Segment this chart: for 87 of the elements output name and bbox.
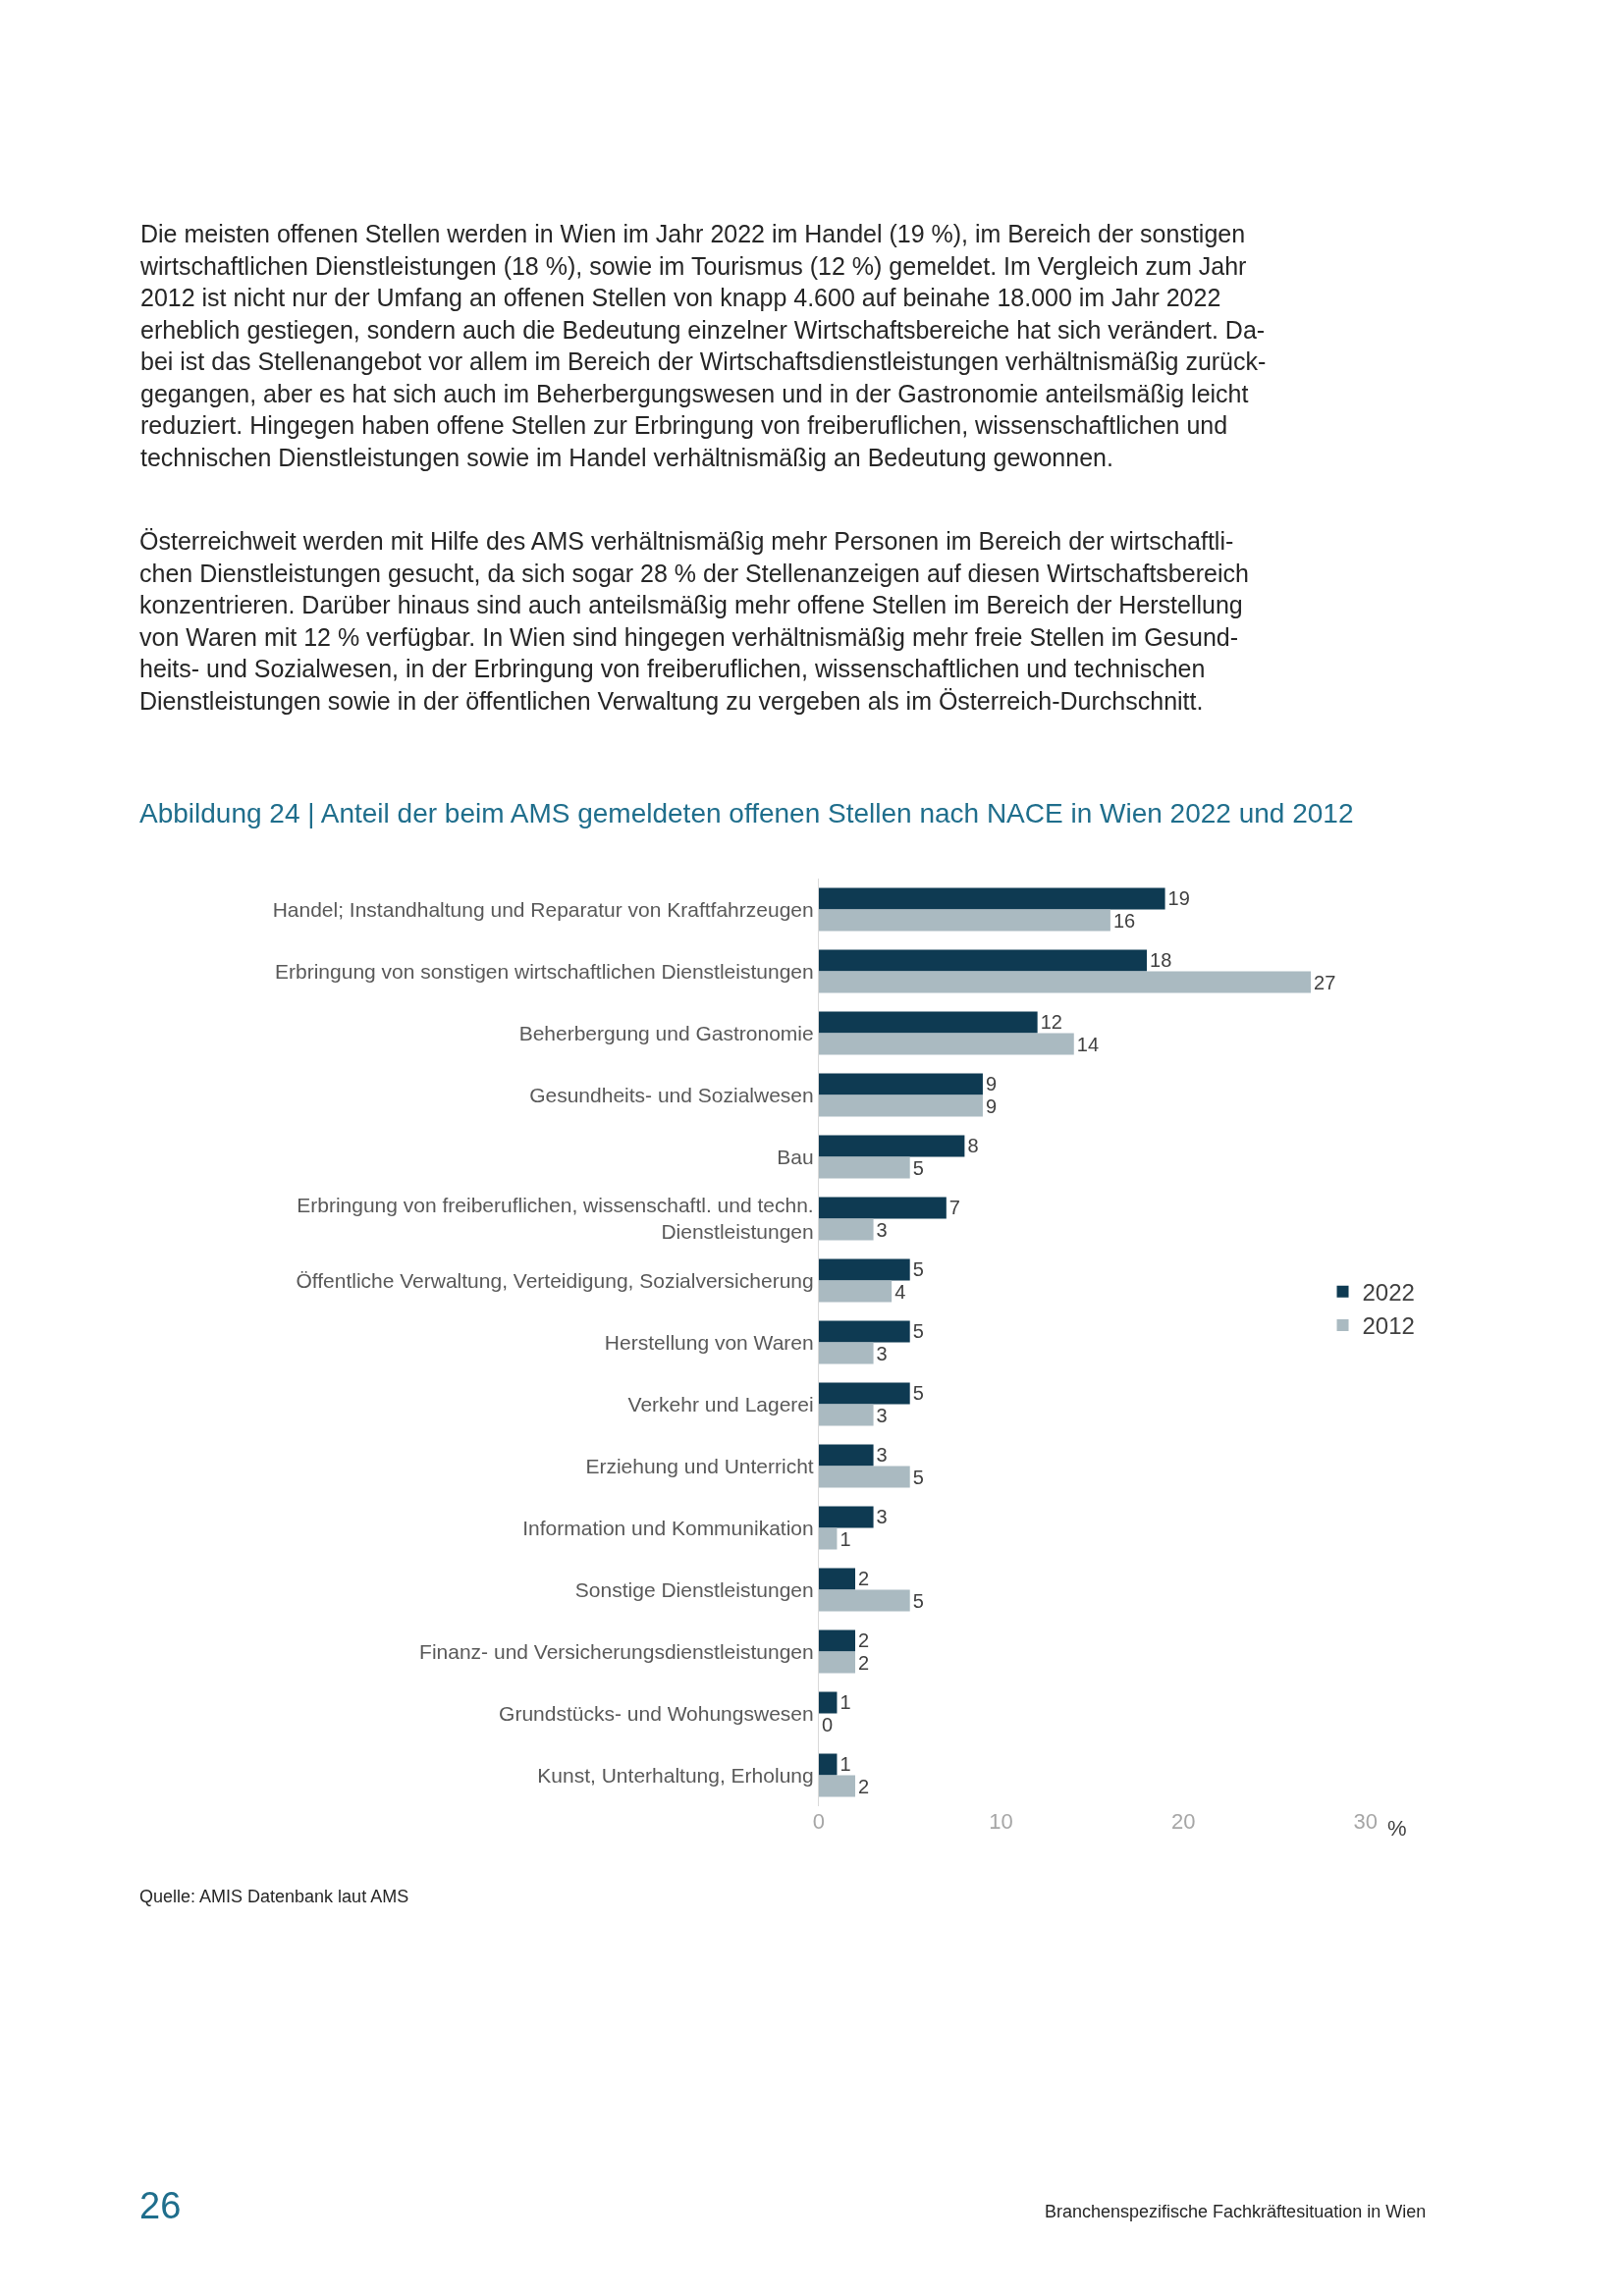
bar [818,887,1165,910]
bar [818,1691,838,1714]
y-tick-label: Grundstücks- und Wohungswesen [499,1701,814,1725]
x-tick-label: 20 [1170,1809,1196,1834]
text: Die meisten offenen Stellen werden in Wien im Jahr 2022 im Handel (19 %), im Bereich der sonstigen wirtschaftlichen Dienstleistungen (18 %), sowie im Tourismus (12 %) gemeldet. Im Vergleich zum Jahr 2012 ist nicht nur der Umfang an offenen Stellen von knapp 4.600 auf beinahe 18.000 im Jahr 2022 erheblich gestiegen, sondern auch die Bedeutung einzelner Wirtschaftsbereiche hat sich verändert. Da- bei ist das Stellenangebot vor allem im Bereich der Wirtschaftsdienstleistungen verhältnismäßig zurück- gegangen, aber es hat sich auch im Beherbergungswesen und in der Gastronomie anteilsmäßig leicht reduziert. Hingegen haben offene Stellen zur Erbringung von freiberuflichen, wissenschaftlichen und technischen Dienstleistungen sowie im Handel verhältnismäßig an Bedeutung gewonnen. [139,220,1267,471]
bar [818,1033,1074,1055]
data-label: 5 [912,1589,924,1612]
y-tick-label: Finanz- und Versicherungsdienstleistungen [419,1639,814,1663]
data-label: 18 [1150,949,1172,972]
bar [818,1527,838,1550]
bar [818,1073,983,1095]
data-label: 27 [1314,971,1336,993]
data-label: 3 [876,1342,888,1364]
data-label: 5 [912,1320,924,1343]
x-axis-title: % [1387,1816,1407,1841]
bar [818,1156,910,1179]
bar [818,1011,1038,1034]
legend-label: 2012 [1362,1312,1415,1340]
bar [818,1589,910,1612]
data-label: 4 [894,1280,906,1303]
data-label: 3 [876,1506,888,1528]
data-label: 2 [858,1775,870,1797]
bar [818,1404,874,1426]
y-tick-label: Verkehr und Lagerei [627,1392,814,1415]
y-tick-label: Handel; Instandhaltung und Reparatur von Kraftfahrzeugen [272,897,814,921]
chart-title: Abbildung 24 | Anteil der beim AMS gemeldeten offenen Stellen nach NACE in Wien 2022 und 2012 [139,798,1354,828]
y-tick-label: Information und Kommunikation [522,1516,814,1539]
legend-label: 2022 [1362,1279,1415,1307]
bar [818,909,1110,932]
bar [818,1218,874,1241]
data-label: 1 [839,1753,851,1776]
bar [818,1320,910,1343]
data-label: 3 [876,1218,888,1241]
y-tick-label: Erbringung von freiberuflichen, wissenschaftl. und techn. Dienstleistungen [297,1194,814,1244]
bar [818,1444,874,1467]
data-label: 2 [858,1629,870,1652]
data-label: 5 [912,1466,924,1488]
y-tick-label: Kunst, Unterhaltung, Erholung [537,1763,814,1787]
data-label: 2 [858,1651,870,1674]
y-tick-label: Herstellung von Waren [604,1330,814,1354]
bar [818,1651,856,1674]
x-tick-label: 30 [1353,1809,1378,1834]
bar [818,1466,910,1488]
data-label: 5 [912,1382,924,1405]
bar [818,1629,856,1652]
data-label: 9 [985,1095,998,1117]
y-tick-label: Öffentliche Verwaltung, Verteidigung, Sozialversicherung [296,1268,814,1292]
data-label: 1 [839,1691,851,1714]
data-label: 5 [912,1258,924,1281]
y-tick-label: Gesundheits- und Sozialwesen [529,1083,814,1106]
text: Branchenspezifische Fachkräftesituation in Wien [1045,2202,1427,2221]
data-label: 3 [876,1404,888,1426]
bar [818,949,1148,972]
x-tick-label: 10 [989,1809,1013,1834]
bar [818,1506,874,1528]
y-tick-label: Erbringung von sonstigen wirtschaftlichen Dienstleistungen [275,959,814,983]
x-tick-label: 0 [812,1809,826,1834]
y-tick-label: Beherbergung und Gastronomie [518,1021,814,1044]
bar [818,1342,874,1364]
data-label: 2 [858,1568,870,1590]
bar [818,1258,910,1281]
data-label: 3 [876,1444,888,1467]
bar [818,1135,965,1157]
data-label: 1 [839,1527,851,1550]
text: 26 [139,2185,182,2226]
bar [818,1382,910,1405]
bar [818,971,1312,993]
y-tick-label: Bau [777,1145,814,1168]
bar [818,1753,838,1776]
data-label: 9 [985,1073,998,1095]
bar [818,1568,856,1590]
bar [818,1197,947,1219]
bar [818,1095,983,1117]
y-tick-label: Erziehung und Unterricht [585,1454,814,1477]
source-note: Quelle: AMIS Datenbank laut AMS [139,1887,409,1906]
data-label: 16 [1112,909,1136,932]
data-label: 0 [821,1713,834,1735]
bar [818,1280,893,1303]
data-label: 7 [948,1197,960,1219]
data-label: 12 [1040,1011,1062,1034]
data-label: 8 [967,1135,979,1157]
y-tick-label: Sonstige Dienstleistungen [574,1577,814,1601]
text: Österreichweit werden mit Hilfe des AMS verhältnismäßig mehr Personen im Bereich der wirtschaftli- chen Dienstleistungen gesucht, da sich sogar 28 % der Stellenanzeigen auf diesen Wirtschaftsbereich konzentrieren. Darüber hinaus sind auch anteilsmäßig mehr offene Stellen im Bereich der Herstellung von Waren mit 12 % verfügbar. In Wien sind hingegen verhältnismäßig mehr freie Stellen im Gesund- heits- und Sozialwesen, in der Erbringung von freiberuflichen, wissenschaftlichen und technischen Dienstleistungen sowie in der öffentlichen Verwaltung zu vergeben als im Österreich-Durchschnitt. [139,527,1249,715]
data-label: 14 [1076,1033,1100,1055]
data-label: 19 [1167,887,1190,910]
data-label: 5 [912,1156,924,1179]
bar [818,1775,856,1797]
